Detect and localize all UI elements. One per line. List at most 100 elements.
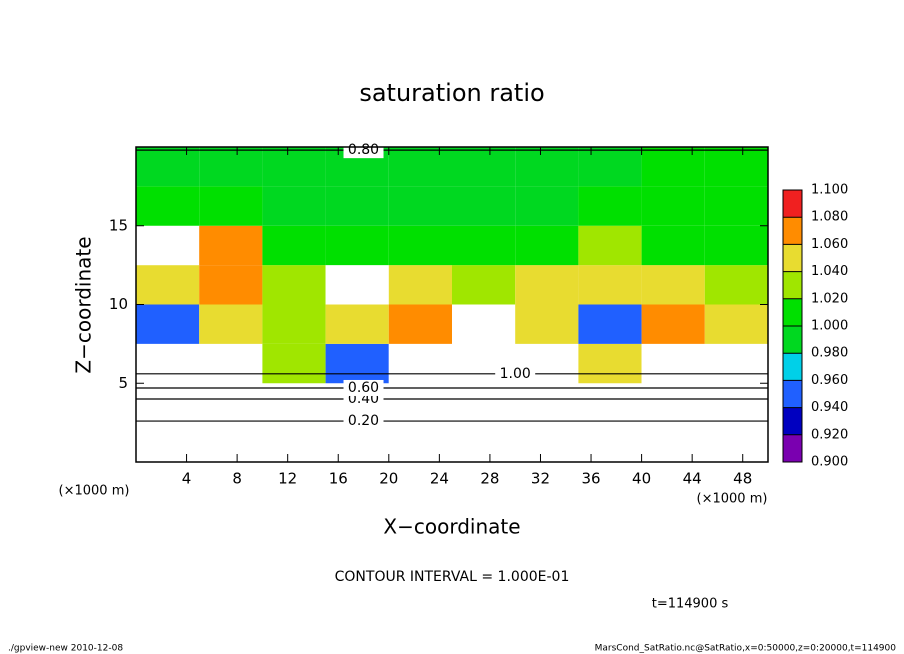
field-cell (704, 225, 768, 266)
field-cell (452, 186, 516, 226)
colorbar-box (783, 326, 802, 354)
x-tick-label: 20 (379, 470, 398, 488)
field-cell (325, 304, 389, 344)
field-cell (388, 383, 452, 423)
x-tick-label: 24 (430, 470, 449, 488)
field-cell (262, 383, 326, 423)
x-axis-label: X−coordinate (383, 515, 520, 539)
contour-label: 0.80 (348, 142, 379, 158)
x-tick-label: 4 (182, 470, 192, 488)
field-cell (199, 225, 263, 266)
colorbar-box (783, 380, 802, 408)
field-cell (452, 383, 516, 423)
field-cell (199, 304, 263, 344)
field-cell (515, 304, 579, 344)
contour-label-bg (343, 413, 384, 430)
footer-left: ./gpview-new 2010-12-08 (8, 644, 123, 654)
colorbar-label: 0.900 (811, 455, 848, 470)
field-cell (136, 186, 200, 226)
colorbar-box (783, 244, 802, 272)
field-cell (578, 265, 642, 305)
contour-label: 0.20 (348, 413, 379, 429)
field-cell (388, 225, 452, 266)
colorbar-box (783, 434, 802, 462)
field-cell (578, 304, 642, 344)
field-cell (515, 422, 579, 462)
field-cell (452, 422, 516, 462)
field-cell (136, 383, 200, 423)
field-cell (199, 147, 263, 187)
field-cell (388, 422, 452, 462)
footer-right: MarsCond_SatRatio.nc@SatRatio,x=0:50000,… (595, 644, 897, 654)
colorbar-box (783, 271, 802, 299)
field-cell (136, 343, 200, 384)
field-cell (452, 265, 516, 305)
contour-label: 0.60 (348, 380, 379, 396)
colorbar-label: 0.960 (811, 373, 848, 388)
x-tick-label: 8 (232, 470, 242, 488)
field-cell (704, 186, 768, 226)
colorbar-box (783, 217, 802, 245)
colorbar-label: 1.000 (811, 319, 848, 334)
contour-label-bg (495, 365, 536, 382)
colorbar-box (783, 407, 802, 435)
field-cell (641, 186, 705, 226)
field-cell (199, 422, 263, 462)
colorbar-label: 0.940 (811, 400, 848, 415)
x-tick-label: 44 (683, 470, 702, 488)
field-cell (641, 265, 705, 305)
field-cell (388, 265, 452, 305)
x-tick-label: 16 (329, 470, 348, 488)
y-unit: (×1000 m) (59, 484, 130, 499)
y-axis-label: Z−coordinate (72, 236, 96, 373)
field-cell (641, 304, 705, 344)
field-cell (388, 343, 452, 384)
field-cell (136, 225, 200, 266)
colorbar-box (783, 353, 802, 381)
field-cell (136, 265, 200, 305)
field-cell (704, 422, 768, 462)
field-cell (578, 383, 642, 423)
x-tick-label: 36 (581, 470, 600, 488)
field-cell (515, 147, 579, 187)
field-cell (452, 147, 516, 187)
field-cell (515, 383, 579, 423)
colorbar-box (783, 298, 802, 326)
field-cell (578, 343, 642, 384)
field-cell (262, 186, 326, 226)
colorbar-label: 0.920 (811, 427, 848, 442)
field-cell (388, 186, 452, 226)
field-cell (515, 225, 579, 266)
x-unit: (×1000 m) (697, 492, 768, 507)
contour-label-bg (343, 142, 384, 159)
field-cell (641, 422, 705, 462)
colorbar-label: 1.020 (811, 291, 848, 306)
field-cell (452, 304, 516, 344)
contour-interval: CONTOUR INTERVAL = 1.000E-01 (335, 569, 570, 585)
x-tick-label: 12 (278, 470, 297, 488)
colorbar-label: 1.060 (811, 237, 848, 252)
chart-title: saturation ratio (359, 79, 544, 107)
contour-label: 1.00 (500, 366, 531, 382)
field-cell (325, 265, 389, 305)
field-cell (136, 147, 200, 187)
colorbar-label: 1.080 (811, 210, 848, 225)
x-tick-label: 28 (480, 470, 499, 488)
x-tick-label: 48 (733, 470, 752, 488)
colorbar-box (783, 190, 802, 218)
field-cell (325, 225, 389, 266)
field-cell (199, 343, 263, 384)
field-cell (515, 265, 579, 305)
field-cell (641, 225, 705, 266)
contour-label-bg (343, 379, 384, 396)
y-tick-label: 15 (109, 216, 128, 234)
field-cell (704, 343, 768, 384)
field-cell (262, 343, 326, 384)
field-cell (641, 343, 705, 384)
field-cell (199, 265, 263, 305)
field-cell (262, 225, 326, 266)
field-cell (641, 147, 705, 187)
y-tick-label: 10 (109, 295, 128, 313)
field-cell (199, 186, 263, 226)
